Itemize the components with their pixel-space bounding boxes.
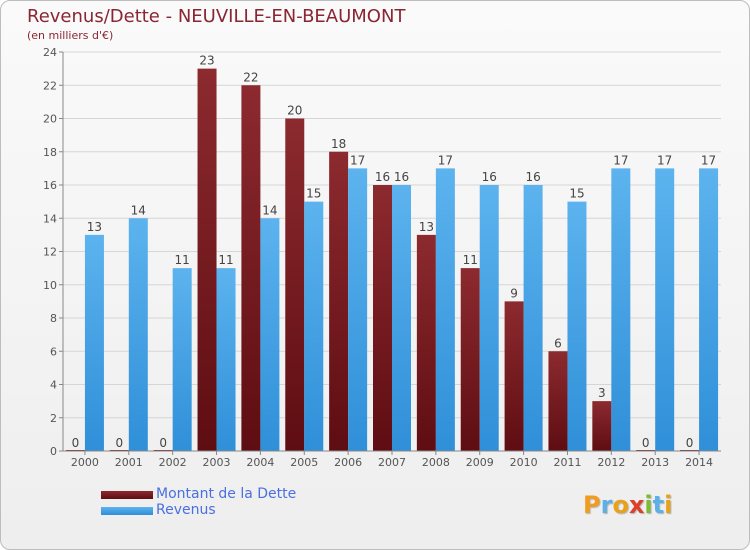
legend-label-debt: Montant de la Dette bbox=[156, 486, 297, 502]
data-label: 11 bbox=[218, 253, 233, 267]
bar-revenue bbox=[523, 185, 543, 451]
y-tick-label: 4 bbox=[50, 379, 57, 392]
x-tick-label: 2004 bbox=[246, 456, 274, 469]
data-label: 0 bbox=[159, 436, 167, 450]
y-tick-label: 12 bbox=[43, 246, 57, 259]
bar-debt bbox=[285, 118, 305, 451]
y-tick-label: 16 bbox=[43, 179, 57, 192]
x-tick-label: 2010 bbox=[510, 456, 538, 469]
chart-subtitle: (en milliers d'€) bbox=[27, 29, 114, 42]
data-label: 13 bbox=[419, 220, 434, 234]
data-label: 16 bbox=[482, 170, 497, 184]
data-label: 23 bbox=[199, 54, 214, 68]
data-label: 0 bbox=[115, 436, 123, 450]
bar-revenue bbox=[84, 234, 104, 451]
y-tick-label: 2 bbox=[50, 412, 57, 425]
x-tick-label: 2012 bbox=[597, 456, 625, 469]
data-label: 16 bbox=[525, 170, 540, 184]
x-tick-label: 2014 bbox=[685, 456, 713, 469]
data-label: 6 bbox=[554, 336, 562, 350]
data-label: 18 bbox=[331, 137, 346, 151]
bar-debt bbox=[504, 301, 524, 451]
bar-revenue bbox=[392, 185, 411, 451]
data-label: 17 bbox=[613, 153, 628, 167]
y-tick-label: 18 bbox=[43, 146, 57, 159]
x-tick-label: 2007 bbox=[378, 456, 406, 469]
y-tick-label: 6 bbox=[50, 345, 57, 358]
data-label: 17 bbox=[438, 153, 453, 167]
data-label: 15 bbox=[306, 187, 321, 201]
data-labels: 0 13 0 14 0 11 23 11 22 14 20 15 18 17 16 16 13 17 11 16 9 16… bbox=[72, 54, 717, 450]
y-tick-label: 22 bbox=[43, 79, 57, 92]
bar-debt bbox=[460, 268, 480, 451]
data-label: 14 bbox=[131, 203, 146, 217]
x-tick-label: 2006 bbox=[334, 456, 362, 469]
bar-revenue bbox=[567, 201, 587, 451]
data-label: 17 bbox=[350, 153, 365, 167]
y-tick-label: 20 bbox=[43, 113, 57, 126]
bar-revenue bbox=[216, 268, 236, 451]
data-label: 14 bbox=[262, 203, 277, 217]
bar-debt bbox=[416, 234, 436, 451]
y-tick-label: 14 bbox=[43, 212, 57, 225]
x-tick-label: 2003 bbox=[203, 456, 231, 469]
y-tick-label: 8 bbox=[50, 312, 57, 325]
bar-revenue bbox=[348, 168, 368, 451]
bar-debt bbox=[548, 351, 568, 451]
data-label: 16 bbox=[375, 170, 390, 184]
data-label: 0 bbox=[72, 436, 80, 450]
data-label: 13 bbox=[87, 220, 102, 234]
bar-debt bbox=[329, 151, 349, 451]
bar-revenue bbox=[655, 168, 675, 451]
y-tick-label: 24 bbox=[43, 46, 57, 59]
x-tick-label: 2013 bbox=[641, 456, 669, 469]
y-tick-label: 0 bbox=[50, 445, 57, 458]
data-label: 20 bbox=[287, 104, 302, 118]
x-tick-label: 2009 bbox=[466, 456, 494, 469]
data-label: 0 bbox=[642, 436, 650, 450]
x-tick-label: 2008 bbox=[422, 456, 450, 469]
bar-debt bbox=[197, 68, 217, 451]
bar-revenue bbox=[172, 268, 192, 451]
x-tick-label: 2002 bbox=[159, 456, 187, 469]
data-label: 3 bbox=[598, 386, 606, 400]
bar-debt bbox=[241, 85, 261, 451]
bar-revenue bbox=[304, 201, 324, 451]
x-tick-label: 2005 bbox=[290, 456, 318, 469]
bar-revenue bbox=[260, 218, 280, 451]
data-label: 9 bbox=[510, 286, 518, 300]
proxiti-logo: Proxiti bbox=[583, 491, 673, 519]
bar-revenue bbox=[128, 218, 148, 451]
bar-revenue bbox=[435, 168, 455, 451]
data-label: 16 bbox=[394, 170, 409, 184]
data-label: 0 bbox=[686, 436, 694, 450]
data-label: 11 bbox=[175, 253, 190, 267]
data-label: 17 bbox=[701, 153, 716, 167]
bars bbox=[65, 68, 719, 451]
data-label: 11 bbox=[463, 253, 478, 267]
bar-revenue bbox=[699, 168, 719, 451]
x-tick-label: 2011 bbox=[553, 456, 581, 469]
data-label: 22 bbox=[243, 70, 258, 84]
bar-revenue bbox=[611, 168, 631, 451]
data-label: 17 bbox=[657, 153, 672, 167]
x-tick-label: 2001 bbox=[115, 456, 143, 469]
y-tick-label: 10 bbox=[43, 279, 57, 292]
legend-label-revenue: Revenus bbox=[156, 502, 216, 518]
bar-revenue bbox=[479, 185, 499, 451]
bar-debt bbox=[592, 401, 612, 451]
legend-swatch-revenue bbox=[101, 507, 153, 515]
x-tick-label: 2000 bbox=[71, 456, 99, 469]
legend-swatch-debt bbox=[101, 491, 153, 499]
bar-debt bbox=[373, 185, 392, 451]
data-label: 15 bbox=[569, 187, 584, 201]
chart-title: Revenus/Dette - NEUVILLE-EN-BEAUMONT bbox=[27, 6, 406, 27]
